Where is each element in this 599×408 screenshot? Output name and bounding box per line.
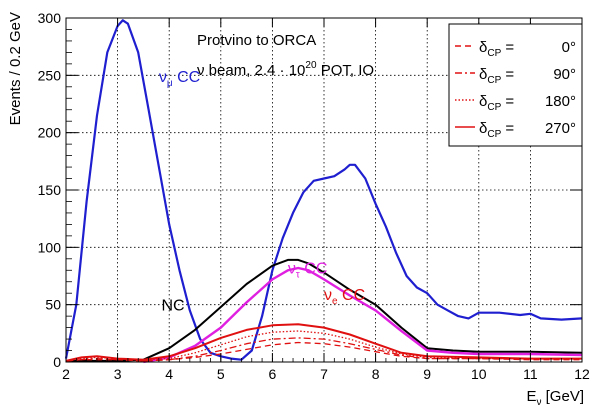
x-tick-label: 9 <box>423 366 431 382</box>
x-tick-label: 6 <box>269 366 277 382</box>
curve-annotation: νμ CC <box>159 69 200 89</box>
annotations: νμ CC ντ CC νe CC NC <box>159 69 365 314</box>
x-tick-label: 4 <box>165 366 173 382</box>
y-axis-label: Events / 0.2 GeV <box>7 12 24 125</box>
y-tick-label: 250 <box>38 67 62 83</box>
legend-entry: δCP = <box>479 66 514 86</box>
x-tick-label: 12 <box>574 366 590 382</box>
series-line <box>64 19 583 361</box>
x-tick-label: 10 <box>471 366 487 382</box>
legend-box <box>448 23 583 147</box>
y-tick-label: 300 <box>38 10 62 26</box>
axis-ticks: 2 3 4 5 6 7 8 9 10 11 12 0 50 100 150 200 250 300 <box>38 10 590 382</box>
legend-entry: δCP = <box>479 120 514 140</box>
curve-annotation: NC <box>161 297 184 314</box>
legend-entry: δCP = <box>479 93 514 113</box>
legend-value: 180° <box>545 93 576 110</box>
x-axis-label: Eν [GeV] <box>526 388 584 408</box>
x-tick-label: 8 <box>372 366 380 382</box>
legend-entry: δCP = <box>479 39 514 59</box>
x-tick-label: 11 <box>523 366 538 382</box>
title-line-1: Protvino to ORCA <box>197 32 316 49</box>
legend: δCP = 0° δCP = 90° δCP = 180° δCP = 270° <box>448 23 583 147</box>
y-tick-label: 100 <box>38 239 62 255</box>
y-tick-label: 200 <box>38 125 62 141</box>
legend-value: 90° <box>553 66 576 83</box>
legend-value: 0° <box>562 39 576 56</box>
x-tick-label: 2 <box>62 366 70 382</box>
x-tick-label: 7 <box>320 366 328 382</box>
y-tick-label: 50 <box>45 297 61 313</box>
y-tick-label: 0 <box>53 354 61 370</box>
x-tick-label: 5 <box>217 366 225 382</box>
curve-annotation: ντ CC <box>288 261 328 281</box>
y-tick-label: 150 <box>38 182 62 198</box>
x-tick-label: 3 <box>114 366 122 382</box>
legend-value: 270° <box>545 120 576 137</box>
title-line-2: ν beam, 2.4 · 1020 POT, IO <box>197 60 374 79</box>
series-line <box>143 266 583 364</box>
curve-annotation: νe CC <box>324 287 365 307</box>
